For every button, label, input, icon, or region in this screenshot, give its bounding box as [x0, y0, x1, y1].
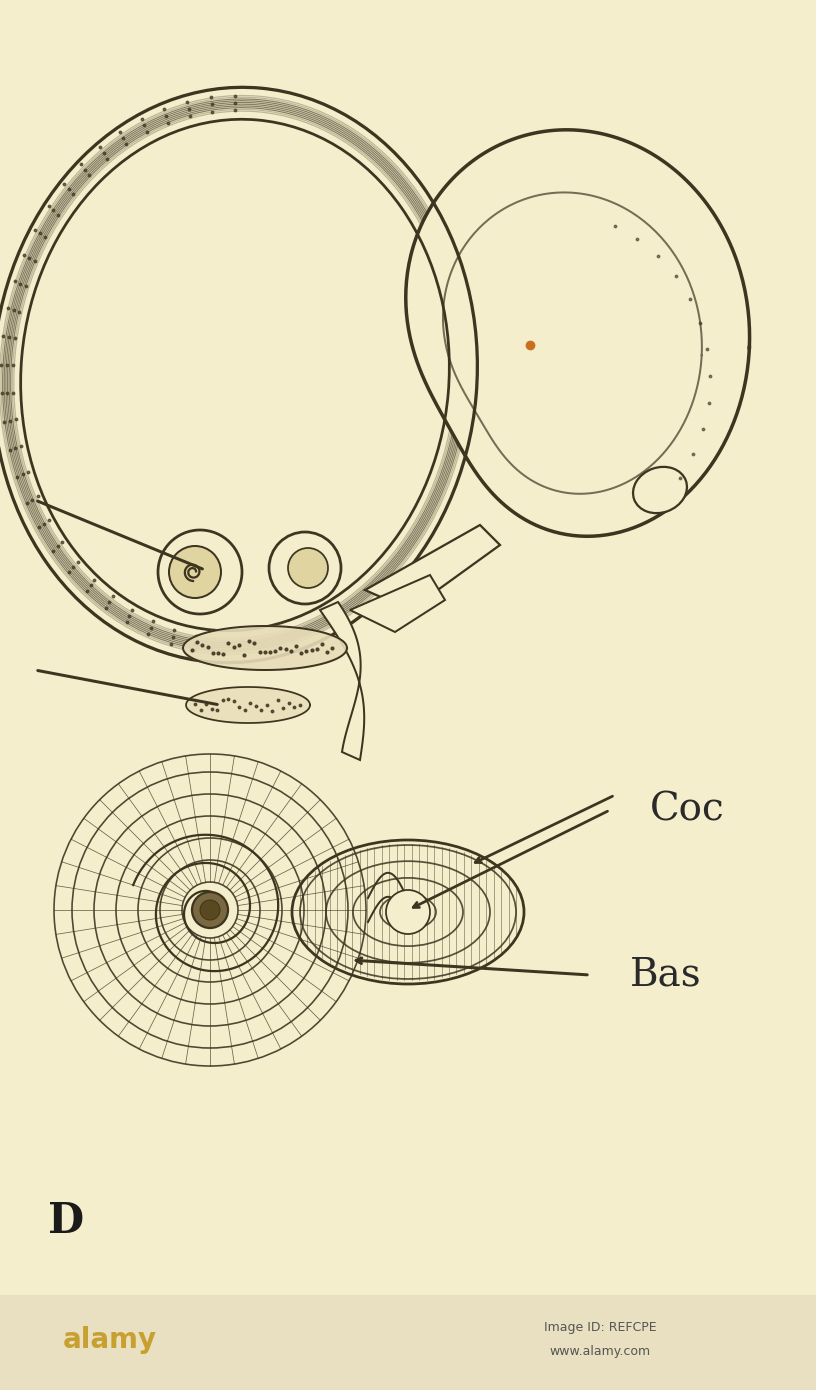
- Text: alamy: alamy: [63, 1326, 157, 1354]
- Polygon shape: [406, 129, 750, 537]
- Circle shape: [169, 546, 221, 598]
- Circle shape: [200, 899, 220, 920]
- Ellipse shape: [0, 83, 481, 667]
- Circle shape: [386, 890, 430, 934]
- Polygon shape: [186, 687, 310, 723]
- Polygon shape: [350, 575, 445, 632]
- Circle shape: [158, 530, 242, 614]
- Text: Coc: Coc: [650, 791, 725, 828]
- Ellipse shape: [633, 467, 687, 513]
- Text: Image ID: REFCPE: Image ID: REFCPE: [543, 1322, 656, 1334]
- Polygon shape: [183, 626, 347, 670]
- Text: www.alamy.com: www.alamy.com: [549, 1346, 650, 1358]
- Text: D: D: [48, 1200, 84, 1243]
- Polygon shape: [365, 525, 500, 610]
- Circle shape: [192, 892, 228, 929]
- Circle shape: [52, 752, 368, 1068]
- Text: Bas: Bas: [630, 956, 702, 994]
- Circle shape: [288, 548, 328, 588]
- Polygon shape: [0, 1295, 816, 1390]
- Circle shape: [269, 532, 341, 605]
- Polygon shape: [320, 602, 364, 760]
